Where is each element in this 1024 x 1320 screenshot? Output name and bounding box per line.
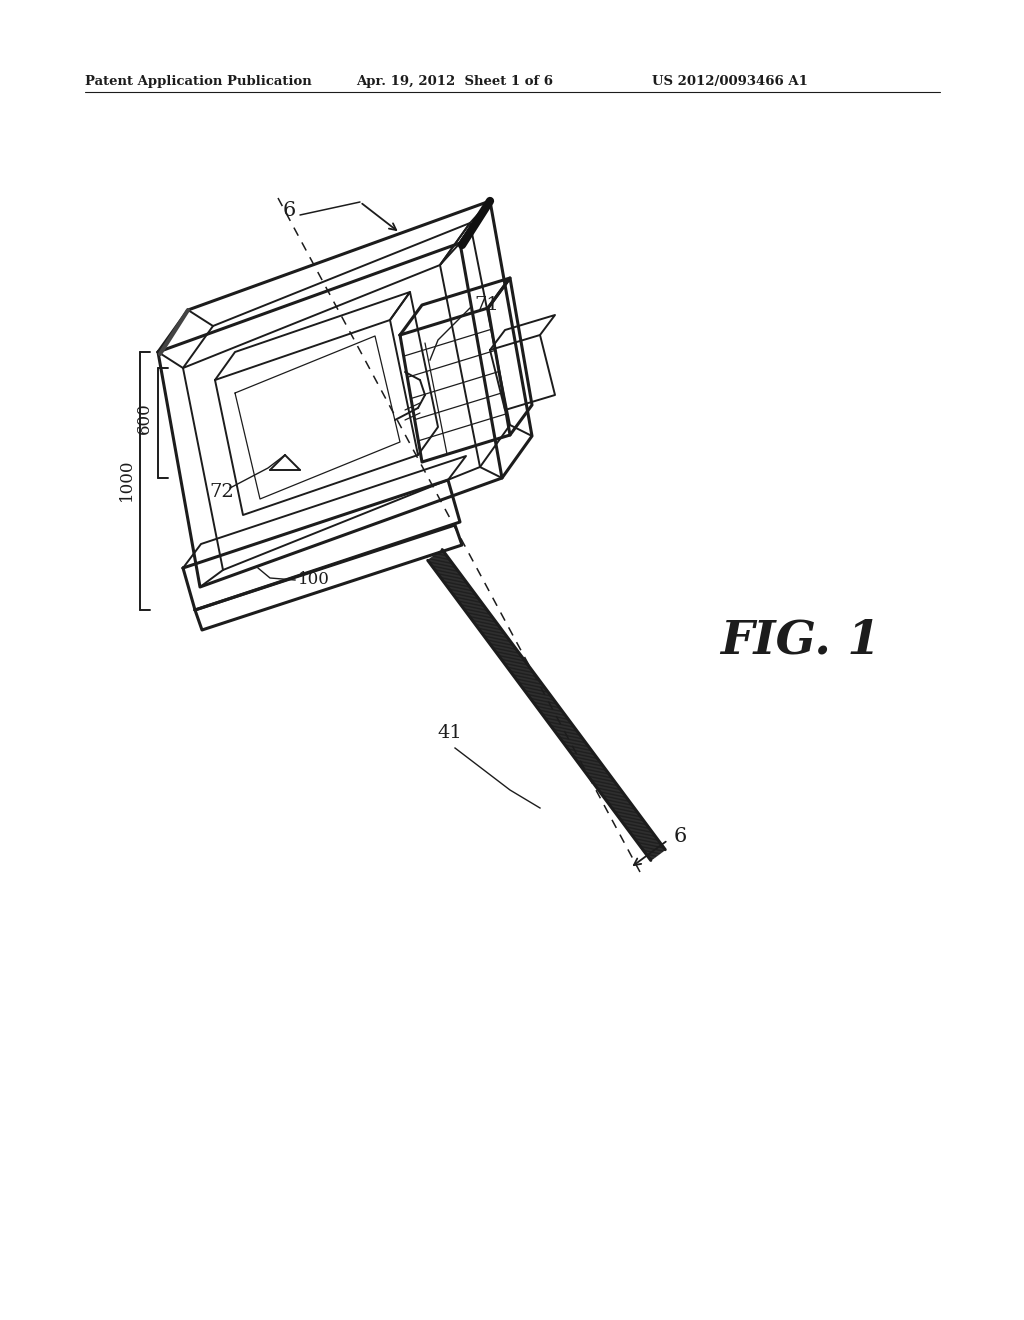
Text: 1000: 1000 — [118, 459, 134, 502]
Text: 600: 600 — [135, 403, 153, 434]
Text: 6: 6 — [283, 201, 296, 219]
Text: US 2012/0093466 A1: US 2012/0093466 A1 — [652, 75, 808, 88]
Text: 100: 100 — [298, 572, 330, 589]
Text: 71: 71 — [474, 296, 499, 314]
Text: FIG. 1: FIG. 1 — [720, 616, 880, 663]
Text: Patent Application Publication: Patent Application Publication — [85, 75, 311, 88]
Text: 6: 6 — [674, 826, 687, 846]
Text: Apr. 19, 2012  Sheet 1 of 6: Apr. 19, 2012 Sheet 1 of 6 — [356, 75, 553, 88]
Text: 41: 41 — [437, 723, 463, 742]
Text: 72: 72 — [210, 483, 234, 502]
